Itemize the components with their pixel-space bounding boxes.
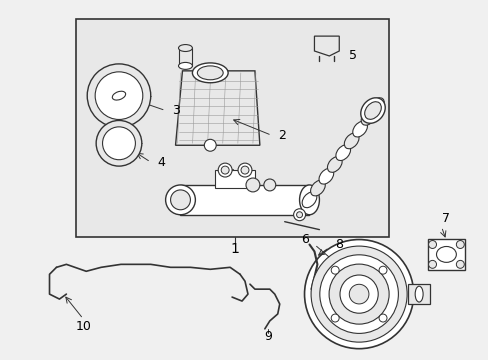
Circle shape: [238, 163, 251, 177]
Bar: [178, 48, 192, 66]
Ellipse shape: [192, 63, 228, 83]
Circle shape: [304, 239, 413, 349]
Circle shape: [310, 246, 407, 342]
Circle shape: [378, 266, 386, 274]
Ellipse shape: [360, 98, 385, 123]
Text: 1: 1: [230, 242, 239, 256]
Circle shape: [264, 179, 275, 191]
Ellipse shape: [352, 121, 366, 137]
Ellipse shape: [178, 45, 192, 51]
Ellipse shape: [178, 62, 192, 69]
Ellipse shape: [170, 190, 190, 210]
Ellipse shape: [414, 286, 422, 302]
Polygon shape: [175, 71, 259, 145]
Bar: [407, 284, 429, 304]
Circle shape: [296, 212, 302, 218]
Circle shape: [241, 166, 248, 174]
Ellipse shape: [369, 98, 384, 113]
Text: 9: 9: [264, 330, 271, 343]
Ellipse shape: [197, 66, 223, 80]
Text: 2: 2: [277, 129, 285, 142]
Circle shape: [328, 264, 388, 324]
Circle shape: [427, 240, 436, 248]
Ellipse shape: [318, 168, 333, 184]
Circle shape: [330, 314, 339, 322]
Circle shape: [102, 127, 135, 160]
Polygon shape: [314, 36, 339, 56]
Circle shape: [348, 284, 368, 304]
Ellipse shape: [112, 91, 125, 100]
Text: 10: 10: [75, 320, 91, 333]
Circle shape: [339, 275, 377, 313]
Circle shape: [455, 260, 463, 268]
Ellipse shape: [344, 133, 358, 149]
Ellipse shape: [335, 145, 350, 161]
Circle shape: [427, 260, 436, 268]
Circle shape: [330, 266, 339, 274]
Ellipse shape: [310, 180, 325, 196]
Circle shape: [218, 163, 232, 177]
Polygon shape: [180, 185, 309, 215]
Text: 3: 3: [172, 104, 180, 117]
Text: 4: 4: [157, 156, 165, 168]
Ellipse shape: [302, 192, 316, 208]
Bar: [215, 170, 254, 188]
Circle shape: [455, 240, 463, 248]
Circle shape: [221, 166, 229, 174]
Ellipse shape: [436, 247, 455, 262]
Ellipse shape: [165, 185, 195, 215]
Ellipse shape: [361, 109, 375, 125]
Circle shape: [87, 64, 150, 127]
Circle shape: [319, 255, 398, 333]
Text: 8: 8: [335, 238, 343, 251]
Circle shape: [378, 314, 386, 322]
Circle shape: [204, 139, 216, 151]
Circle shape: [96, 121, 142, 166]
Circle shape: [95, 72, 142, 120]
Bar: [427, 239, 464, 270]
Ellipse shape: [327, 157, 342, 172]
Circle shape: [245, 178, 259, 192]
Bar: [76, 19, 388, 237]
Text: 5: 5: [348, 49, 356, 63]
Ellipse shape: [364, 102, 381, 120]
Circle shape: [293, 209, 305, 221]
Ellipse shape: [299, 185, 319, 215]
Text: 6: 6: [301, 233, 309, 246]
Text: 7: 7: [442, 212, 449, 225]
